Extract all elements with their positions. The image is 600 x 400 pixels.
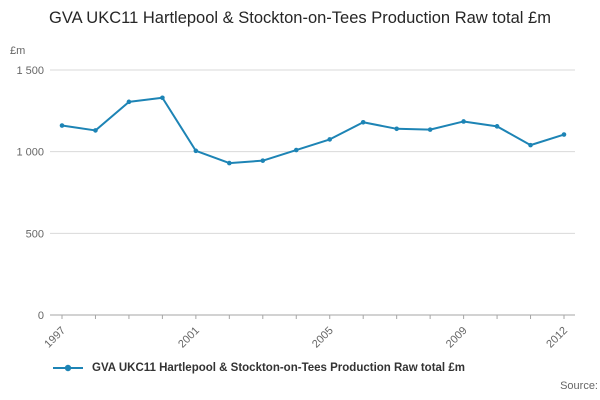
source-label: Source:	[560, 380, 598, 392]
chart-title: GVA UKC11 Hartlepool & Stockton-on-Tees …	[49, 9, 551, 27]
y-axis-unit-label: £m	[10, 45, 26, 57]
data-point	[561, 132, 567, 137]
legend: GVA UKC11 Hartlepool & Stockton-on-Tees …	[52, 362, 465, 374]
line-chart: 0 500 1 000 1 500 1997 2001 2005 2009 2012	[16, 65, 575, 351]
data-point	[327, 137, 333, 142]
data-point	[427, 127, 433, 132]
x-tick-label: 2001	[176, 325, 202, 351]
y-tick-label: 1 000	[16, 147, 44, 159]
data-point	[260, 158, 266, 163]
data-point	[227, 160, 232, 166]
data-point	[494, 124, 500, 129]
data-point	[160, 95, 165, 101]
data-point	[193, 148, 199, 154]
data-point	[59, 123, 65, 128]
y-tick-label: 1 500	[16, 65, 44, 77]
x-tick-label: 1997	[42, 325, 68, 351]
x-tick-label: 2009	[444, 325, 470, 351]
data-point	[293, 147, 299, 153]
data-point	[126, 99, 132, 105]
data-point	[461, 119, 466, 124]
x-tick-label: 2012	[544, 325, 570, 351]
data-point	[93, 128, 98, 133]
data-point	[394, 126, 399, 132]
data-point	[360, 119, 366, 125]
x-tick-label: 2005	[310, 325, 336, 351]
y-tick-label: 0	[38, 310, 44, 322]
legend-label: GVA UKC11 Hartlepool & Stockton-on-Tees …	[92, 362, 465, 374]
y-tick-label: 500	[26, 228, 44, 240]
data-line	[61, 96, 565, 165]
data-point	[528, 142, 533, 148]
legend-line-marker-icon	[53, 364, 83, 372]
